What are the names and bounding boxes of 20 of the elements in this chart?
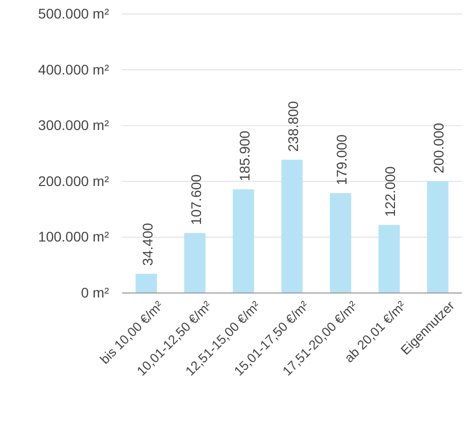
- bar: [136, 274, 157, 293]
- y-tick-label: 100.000 m²: [38, 228, 110, 245]
- data-label: 34.400: [139, 222, 156, 266]
- data-label: 200.000: [430, 122, 447, 174]
- bar: [232, 189, 254, 293]
- y-tick-label: 0 m²: [81, 284, 110, 300]
- y-tick-label: 400.000 m²: [38, 61, 110, 78]
- y-tick-label: 500.000 m²: [38, 5, 110, 22]
- data-label: 107.600: [188, 174, 204, 225]
- bar: [330, 193, 352, 293]
- bar: [427, 181, 448, 293]
- data-label: 185.900: [236, 130, 252, 182]
- data-label: 238.800: [285, 100, 301, 152]
- bar: [184, 232, 206, 293]
- data-label: 179.000: [334, 134, 350, 186]
- bar: [281, 160, 303, 293]
- y-tick-label: 200.000 m²: [38, 172, 110, 189]
- data-label: 122.000: [382, 166, 398, 217]
- y-tick-label: 300.000 m²: [38, 117, 110, 134]
- bar: [378, 224, 400, 293]
